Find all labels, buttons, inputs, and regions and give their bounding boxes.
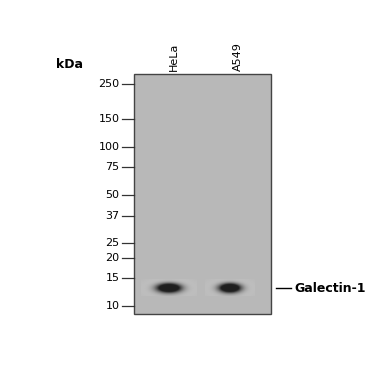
Text: 50: 50 <box>105 190 120 200</box>
Text: 15: 15 <box>105 273 120 283</box>
Text: 250: 250 <box>98 79 120 89</box>
Bar <box>134 74 271 314</box>
Text: HeLa: HeLa <box>169 43 179 71</box>
Text: 75: 75 <box>105 162 120 172</box>
Text: 150: 150 <box>99 114 120 125</box>
Text: A549: A549 <box>233 42 243 71</box>
Text: 37: 37 <box>105 211 120 221</box>
Text: 25: 25 <box>105 238 120 248</box>
Text: 100: 100 <box>99 142 120 152</box>
Text: Galectin-1: Galectin-1 <box>294 282 365 295</box>
Text: 10: 10 <box>105 301 120 311</box>
Text: kDa: kDa <box>56 58 82 71</box>
Text: 20: 20 <box>105 254 120 263</box>
